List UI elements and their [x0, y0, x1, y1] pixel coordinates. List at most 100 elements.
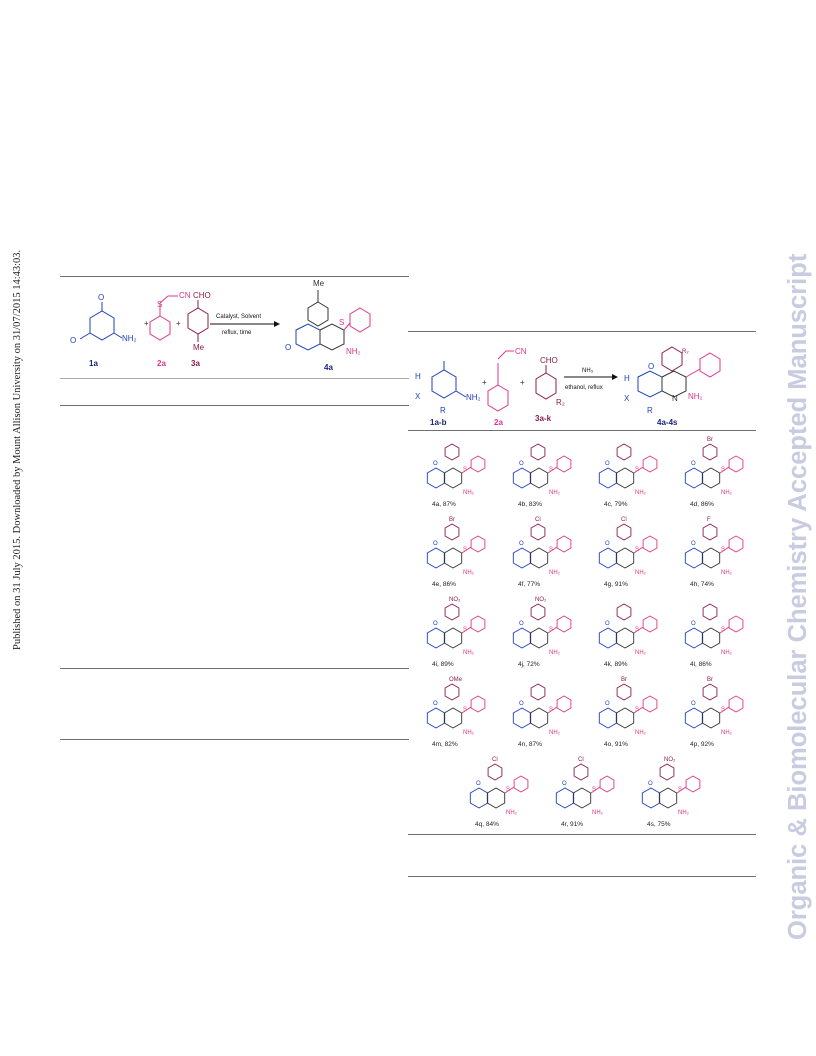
- atom-nh2: NH₂: [721, 650, 733, 656]
- substituent-label: F: [707, 517, 711, 523]
- table1-header-rule: [60, 405, 409, 406]
- label-2a: 2a: [494, 418, 503, 427]
- atom-o: O: [605, 461, 610, 467]
- label-3a-k: 3a-k: [535, 414, 552, 423]
- aryl-ring: [702, 683, 718, 701]
- product-caption: 4h, 74%: [690, 581, 714, 588]
- arrow-conditions-bottom: reflux, time: [222, 330, 252, 336]
- group-r2: R₂: [682, 349, 689, 355]
- pyridine-ring: [615, 627, 635, 649]
- atom-s: S: [463, 707, 467, 713]
- substituent-label: Br: [707, 677, 713, 683]
- sulfonyl-bond: [719, 626, 730, 634]
- pyridine-ring: [529, 467, 549, 489]
- group-cn: CN: [515, 347, 527, 356]
- pyrimidine-ring: [598, 467, 618, 489]
- atom-s: S: [549, 627, 553, 633]
- product-caption: 4j, 72%: [518, 661, 540, 668]
- arrow-conditions-bottom: ethanol, reflux: [565, 385, 603, 391]
- atom-s: S: [463, 627, 467, 633]
- aryl-ring: [444, 443, 460, 461]
- product-structure: S NH₂ O 4l, 86%: [684, 603, 744, 668]
- atom-o: O: [433, 541, 438, 547]
- phenylsulfonyl-ring: [556, 615, 572, 633]
- label-1a: 1a: [89, 359, 98, 368]
- pyridine-ring: [615, 547, 635, 569]
- atom-nh2: NH₂: [592, 810, 604, 816]
- atom-nh2: NH₂: [721, 730, 733, 736]
- aryl-ring: [487, 763, 503, 781]
- product-caption: 4r, 91%: [561, 821, 583, 828]
- atom-o: O: [519, 621, 524, 627]
- product-grid: S NH₂ O 4a, 87% S NH₂ O 4b, 83% S NH₂ O 4c, 79% S NH₂…: [426, 437, 744, 828]
- atom-o: O: [605, 541, 610, 547]
- pyrimidine-ring: [426, 707, 446, 729]
- atom-s: S: [635, 627, 639, 633]
- pyridine-ring: [486, 787, 506, 809]
- compound-3a-k: [535, 365, 557, 400]
- atom-nh2: NH₂: [463, 570, 475, 576]
- pyrimidine-ring: [512, 707, 532, 729]
- product-structure: S NH₂ O OMe 4m, 82%: [426, 677, 486, 748]
- aryl-ring: [530, 603, 546, 621]
- sulfonyl-bond: [633, 466, 644, 474]
- pyrimidine-ring: [684, 547, 704, 569]
- substituent-label: Cl: [621, 517, 627, 523]
- aryl-ring: [616, 683, 632, 701]
- label-1a-b: 1a-b: [430, 418, 447, 427]
- atom-s: S: [721, 467, 725, 473]
- product-caption: 4a, 87%: [432, 501, 456, 508]
- table1-scheme-rule: [60, 378, 409, 379]
- reaction-arrow: [564, 374, 618, 380]
- atom-nh2: NH₂: [122, 334, 137, 343]
- atom-nh2: NH₂: [549, 490, 561, 496]
- pyridine-ring: [572, 787, 592, 809]
- phenylsulfonyl-ring: [685, 775, 701, 793]
- product-caption: 4e, 86%: [432, 581, 456, 588]
- arrow-conditions-top: NH₃: [582, 368, 594, 374]
- atom-nh2: NH₂: [721, 490, 733, 496]
- arrow-conditions-top: Catalyst, Solvent: [216, 314, 261, 320]
- atom-o: O: [433, 621, 438, 627]
- substituent-label: Br: [449, 517, 455, 523]
- product-caption: 4l, 86%: [690, 661, 712, 668]
- product-structure: S NH₂ O Cl 4f, 77%: [512, 517, 572, 588]
- atom-nh2: NH₂: [549, 730, 561, 736]
- pyridine-ring: [701, 707, 721, 729]
- product-structure: S NH₂ O NO₂ 4s, 75%: [641, 757, 701, 828]
- atom-s: S: [549, 467, 553, 473]
- atom-o: O: [691, 541, 696, 547]
- atom-s: S: [635, 467, 639, 473]
- group-cn: CN: [179, 291, 191, 300]
- pyridine-ring: [443, 627, 463, 649]
- reaction-arrow: [210, 321, 280, 327]
- group-r2: R₂: [556, 398, 565, 407]
- atom-o: O: [70, 336, 76, 345]
- aryl-ring: [659, 763, 675, 781]
- aryl-ring: [702, 443, 718, 461]
- label-4a: 4a: [324, 363, 333, 372]
- sulfonyl-bond: [633, 706, 644, 714]
- atom-s: S: [549, 707, 553, 713]
- atom-nh2: NH₂: [721, 570, 733, 576]
- pyrimidine-ring: [426, 467, 446, 489]
- pyridine-ring: [529, 547, 549, 569]
- phenylsulfonyl-ring: [642, 695, 658, 713]
- phenylsulfonyl-ring: [470, 535, 486, 553]
- substituent-label: NO₂: [449, 597, 461, 603]
- phenylsulfonyl-ring: [728, 615, 744, 633]
- compound-2a: [487, 350, 514, 412]
- phenylsulfonyl-ring: [728, 695, 744, 713]
- sulfonyl-bond: [590, 786, 601, 794]
- journal-watermark: Organic & Biomolecular Chemistry Accepte…: [776, 100, 816, 950]
- plus-sign: +: [144, 319, 149, 328]
- compound-3a: [187, 300, 209, 342]
- pyridine-ring: [529, 627, 549, 649]
- substituent-label: Br: [707, 437, 713, 443]
- atom-r: R: [440, 406, 446, 415]
- product-caption: 4q, 84%: [475, 821, 499, 828]
- atom-s: S: [463, 467, 467, 473]
- sulfonyl-bond: [461, 466, 472, 474]
- atom-o: O: [433, 461, 438, 467]
- pyrimidine-ring: [512, 547, 532, 569]
